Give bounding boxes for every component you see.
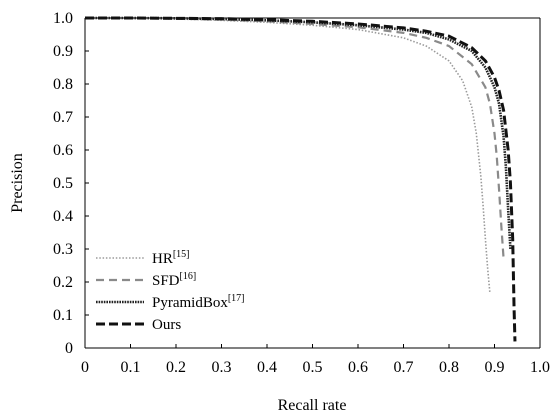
- y-tick-label: 0: [65, 340, 73, 357]
- series-line-ours: [85, 16, 517, 342]
- x-tick-label: 0.3: [212, 359, 232, 376]
- x-tick-label: 0.5: [303, 359, 323, 376]
- series-lines: [85, 16, 517, 342]
- legend-ref: [16]: [180, 271, 197, 282]
- x-tick-label: 0.8: [439, 359, 459, 376]
- x-tick-label: 0.9: [485, 359, 505, 376]
- legend-label-sfd: SFD[16]: [152, 271, 196, 289]
- y-tick-label: 0.6: [53, 142, 73, 159]
- legend-label-ours: Ours: [152, 317, 181, 333]
- series-line-pyramidbox: [85, 16, 512, 250]
- series-line-sfd: [85, 16, 505, 259]
- x-tick-label: 1.0: [530, 359, 550, 376]
- legend-name: Ours: [152, 317, 181, 333]
- x-tick-labels: 0 0.1 0.2 0.3 0.4 0.5 0.6 0.7 0.8 0.9 1.0: [81, 344, 550, 376]
- y-tick-label: 0.2: [53, 274, 73, 291]
- legend-ref: [15]: [173, 249, 190, 260]
- x-tick-label: 0.2: [166, 359, 186, 376]
- legend-name: PyramidBox: [152, 295, 228, 311]
- series-line-hr: [85, 17, 491, 294]
- legend-ref: [17]: [228, 293, 245, 304]
- legend-label-pyramidbox: PyramidBox[17]: [152, 293, 245, 311]
- x-tick-label: 0.6: [348, 359, 368, 376]
- legend-name: HR: [152, 251, 173, 267]
- y-tick-label: 0.4: [53, 208, 73, 225]
- x-tick-label: 0.7: [394, 359, 414, 376]
- y-tick-label: 1.0: [53, 10, 73, 27]
- y-tick-label: 0.5: [53, 175, 73, 192]
- y-axis-label: Precision: [9, 153, 26, 213]
- x-tick-label: 0.1: [121, 359, 141, 376]
- y-tick-label: 0.7: [53, 109, 73, 126]
- y-tick-label: 0.9: [53, 43, 73, 60]
- y-tick-labels: 0 0.1 0.2 0.3 0.4 0.5 0.6 0.7 0.8 0.9 1.0: [53, 10, 89, 357]
- legend: HR[15] SFD[16] PyramidBox[17] Ours: [96, 249, 245, 333]
- legend-label-hr: HR[15]: [152, 249, 190, 267]
- x-tick-label: 0.4: [257, 359, 277, 376]
- y-tick-label: 0.3: [53, 241, 73, 258]
- x-tick-label: 0: [81, 359, 89, 376]
- y-tick-label: 0.1: [53, 307, 73, 324]
- x-axis-label: Recall rate: [278, 397, 347, 414]
- legend-name: SFD: [152, 273, 180, 289]
- y-tick-label: 0.8: [53, 76, 73, 93]
